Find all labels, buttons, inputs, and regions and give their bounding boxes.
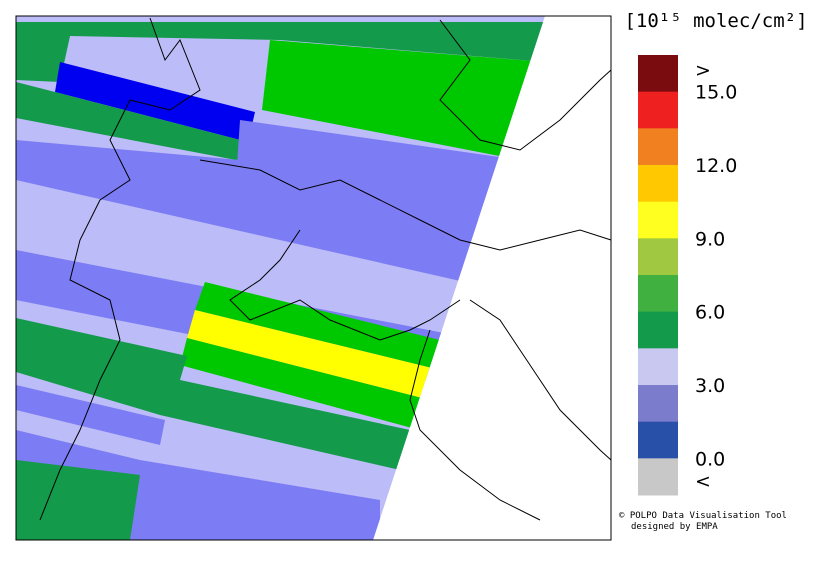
legend-swatch (638, 201, 678, 239)
legend-swatch (638, 348, 678, 386)
legend-swatch (638, 238, 678, 276)
borders (39, 17, 612, 521)
legend-swatch (638, 385, 678, 423)
legend-title: [10¹⁵ molec/cm²] (624, 10, 807, 32)
map-frame (15, 15, 612, 541)
legend-label: 0.0 (695, 448, 725, 470)
credit: designed by EMPA (631, 522, 718, 532)
legend-swatch (638, 311, 678, 349)
legend-swatch (638, 275, 678, 313)
legend-swatch (638, 165, 678, 203)
legend-swatch (638, 128, 678, 166)
legend-swatch (638, 421, 678, 459)
legend-swatch (638, 458, 678, 496)
legend-label: < (695, 471, 711, 493)
legend: >15.0 12.0 9.0 6.0 3.0 0.0< (638, 55, 737, 496)
satellite-swath (16, 16, 545, 540)
legend-label: 15.0 (695, 82, 737, 104)
legend-label: 12.0 (695, 155, 737, 177)
legend-swatch (638, 91, 678, 129)
legend-label: 6.0 (695, 302, 725, 324)
legend-label: 3.0 (695, 375, 725, 397)
legend-swatch (638, 55, 678, 93)
credit: © POLPO Data Visualisation Tool (619, 511, 787, 521)
legend-label: > (695, 59, 711, 81)
legend-label: 9.0 (695, 228, 725, 250)
